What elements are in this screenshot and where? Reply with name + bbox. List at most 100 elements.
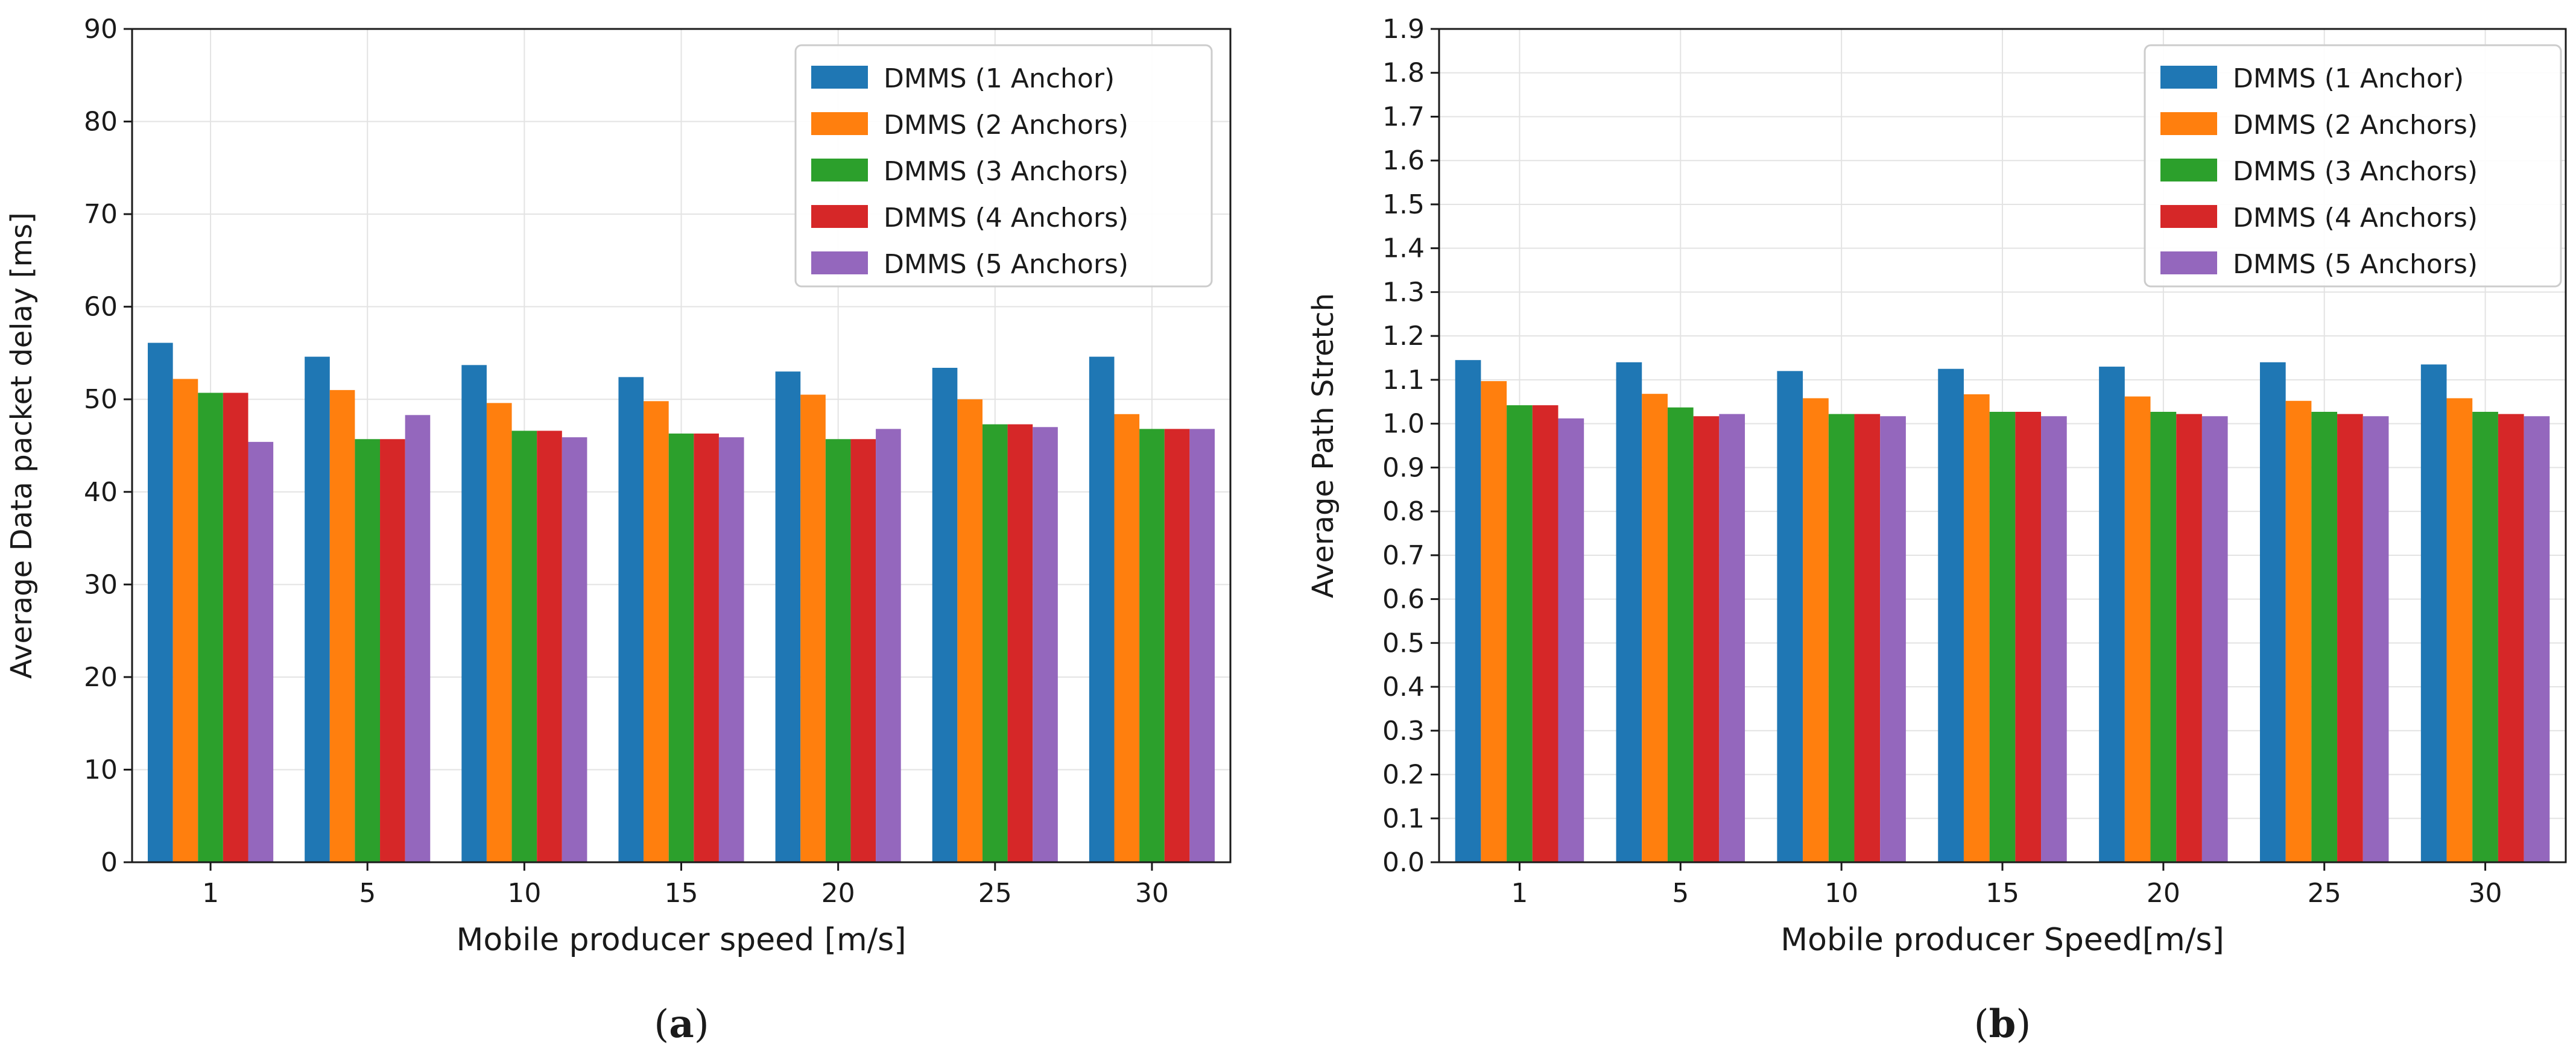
x-axis: 1 5 10 15 20 25 30 xyxy=(1511,862,2502,909)
y-tick-label: 0.2 xyxy=(1382,760,1425,790)
bar-5-20 xyxy=(2201,416,2228,862)
bar-5-1 xyxy=(1558,418,1584,862)
legend: DMMS (1 Anchor) DMMS (2 Anchors) DMMS (3 A… xyxy=(794,44,1213,288)
bar-3-20 xyxy=(825,439,851,862)
x-tick-label: 30 xyxy=(2469,878,2502,909)
bar-3-25 xyxy=(2311,411,2338,862)
bar-2-5 xyxy=(1642,394,1668,862)
y-tick-label: 1.3 xyxy=(1382,277,1425,308)
legend-swatch-4 xyxy=(811,205,868,228)
bar-4-10 xyxy=(1854,414,1881,862)
panel-caption: (b) xyxy=(1974,1002,2031,1047)
legend: DMMS (1 Anchor) DMMS (2 Anchors) DMMS (3 A… xyxy=(2144,44,2562,288)
x-tick-label: 20 xyxy=(821,878,855,909)
legend-box xyxy=(794,44,1213,288)
legend-label-5: DMMS (5 Anchors) xyxy=(2233,249,2478,280)
bar-5-10 xyxy=(562,437,587,862)
bar-2-5 xyxy=(329,390,355,862)
y-tick-label: 1.7 xyxy=(1382,101,1425,132)
bar-1-1 xyxy=(148,342,173,862)
x-tick-label: 1 xyxy=(202,878,219,909)
bar-5-30 xyxy=(1189,429,1215,862)
bar-5-25 xyxy=(2362,416,2389,862)
bar-3-1 xyxy=(1507,405,1533,862)
bar-3-15 xyxy=(1989,411,2016,862)
legend-swatch-3 xyxy=(811,159,868,181)
y-tick-label: 90 xyxy=(84,14,118,45)
y-tick-label: 0 xyxy=(101,847,118,878)
bar-2-15 xyxy=(1963,394,1990,862)
bar-3-30 xyxy=(1139,429,1165,862)
x-tick-label: 10 xyxy=(507,878,541,909)
y-tick-label: 0.6 xyxy=(1382,584,1425,615)
bar-5-15 xyxy=(718,437,744,862)
bar-3-15 xyxy=(668,434,694,862)
bar-1-10 xyxy=(1777,371,1803,862)
bar-2-10 xyxy=(1803,398,1829,862)
y-tick-label: 1.4 xyxy=(1382,233,1425,264)
bar-1-5 xyxy=(305,356,330,862)
y-tick-label: 1.6 xyxy=(1382,145,1425,176)
bar-4-5 xyxy=(1693,416,1720,862)
bar-5-10 xyxy=(1880,416,1906,862)
panel-caption: (a) xyxy=(654,1002,709,1047)
x-tick-label: 5 xyxy=(359,878,376,909)
bar-5-5 xyxy=(1719,414,1745,862)
legend-label-1: DMMS (1 Anchor) xyxy=(884,63,1115,94)
bar-2-1 xyxy=(172,379,198,862)
y-tick-label: 0.7 xyxy=(1382,540,1425,571)
x-tick-label: 1 xyxy=(1511,878,1528,909)
bar-4-30 xyxy=(2498,414,2524,862)
bar-4-30 xyxy=(1164,429,1190,862)
bar-1-10 xyxy=(461,365,487,862)
y-tick-label: 1.5 xyxy=(1382,189,1425,220)
bar-2-30 xyxy=(2446,398,2473,862)
y-tick-label: 1.1 xyxy=(1382,365,1425,396)
x-tick-label: 20 xyxy=(2147,878,2180,909)
bar-4-25 xyxy=(1007,424,1033,862)
bar-1-25 xyxy=(932,368,958,862)
bar-2-20 xyxy=(2124,396,2151,862)
bar-1-30 xyxy=(1089,356,1115,862)
x-axis-label: Mobile producer speed [m/s] xyxy=(456,922,906,958)
legend-label-3: DMMS (3 Anchors) xyxy=(884,156,1128,187)
bar-4-10 xyxy=(537,431,562,862)
bar-4-1 xyxy=(1532,405,1559,862)
legend-swatch-2 xyxy=(2160,112,2217,135)
legend-swatch-1 xyxy=(2160,66,2217,89)
bar-3-1 xyxy=(198,393,223,862)
bar-5-30 xyxy=(2524,416,2550,862)
y-axis: 0 10 20 30 40 50 60 70 80 90 xyxy=(84,14,132,878)
legend-label-4: DMMS (4 Anchors) xyxy=(2233,203,2478,233)
bar-3-25 xyxy=(982,424,1008,862)
bar-4-20 xyxy=(850,439,876,862)
y-tick-label: 0.1 xyxy=(1382,803,1425,834)
legend-box xyxy=(2144,44,2562,288)
bar-4-1 xyxy=(223,393,248,862)
bar-5-15 xyxy=(2041,416,2067,862)
legend-label-2: DMMS (2 Anchors) xyxy=(2233,110,2478,140)
bar-3-20 xyxy=(2150,411,2177,862)
y-tick-label: 50 xyxy=(84,384,118,415)
chart-panel-b: 0.0 0.1 0.2 0.3 0.4 0.5 0.6 0.7 0.8 0.9 1.0 1.1 1.2 1… xyxy=(1306,14,2567,1047)
legend-label-5: DMMS (5 Anchors) xyxy=(884,249,1128,280)
bar-3-10 xyxy=(511,431,537,862)
bar-5-5 xyxy=(405,415,431,862)
bar-5-25 xyxy=(1033,427,1058,862)
bar-4-15 xyxy=(2015,411,2042,862)
bar-2-15 xyxy=(644,401,669,862)
bar-3-30 xyxy=(2472,411,2498,862)
bar-2-20 xyxy=(800,394,826,862)
x-axis-label: Mobile producer Speed[m/s] xyxy=(1780,922,2224,958)
bar-1-30 xyxy=(2420,364,2447,862)
legend-swatch-3 xyxy=(2160,159,2217,181)
bar-5-1 xyxy=(248,441,274,862)
bar-1-15 xyxy=(618,377,644,862)
legend-label-1: DMMS (1 Anchor) xyxy=(2233,63,2464,94)
bar-1-20 xyxy=(2099,367,2125,862)
y-tick-label: 40 xyxy=(84,477,118,508)
x-tick-label: 25 xyxy=(978,878,1012,909)
bar-3-5 xyxy=(1667,407,1694,862)
bar-4-20 xyxy=(2176,414,2202,862)
